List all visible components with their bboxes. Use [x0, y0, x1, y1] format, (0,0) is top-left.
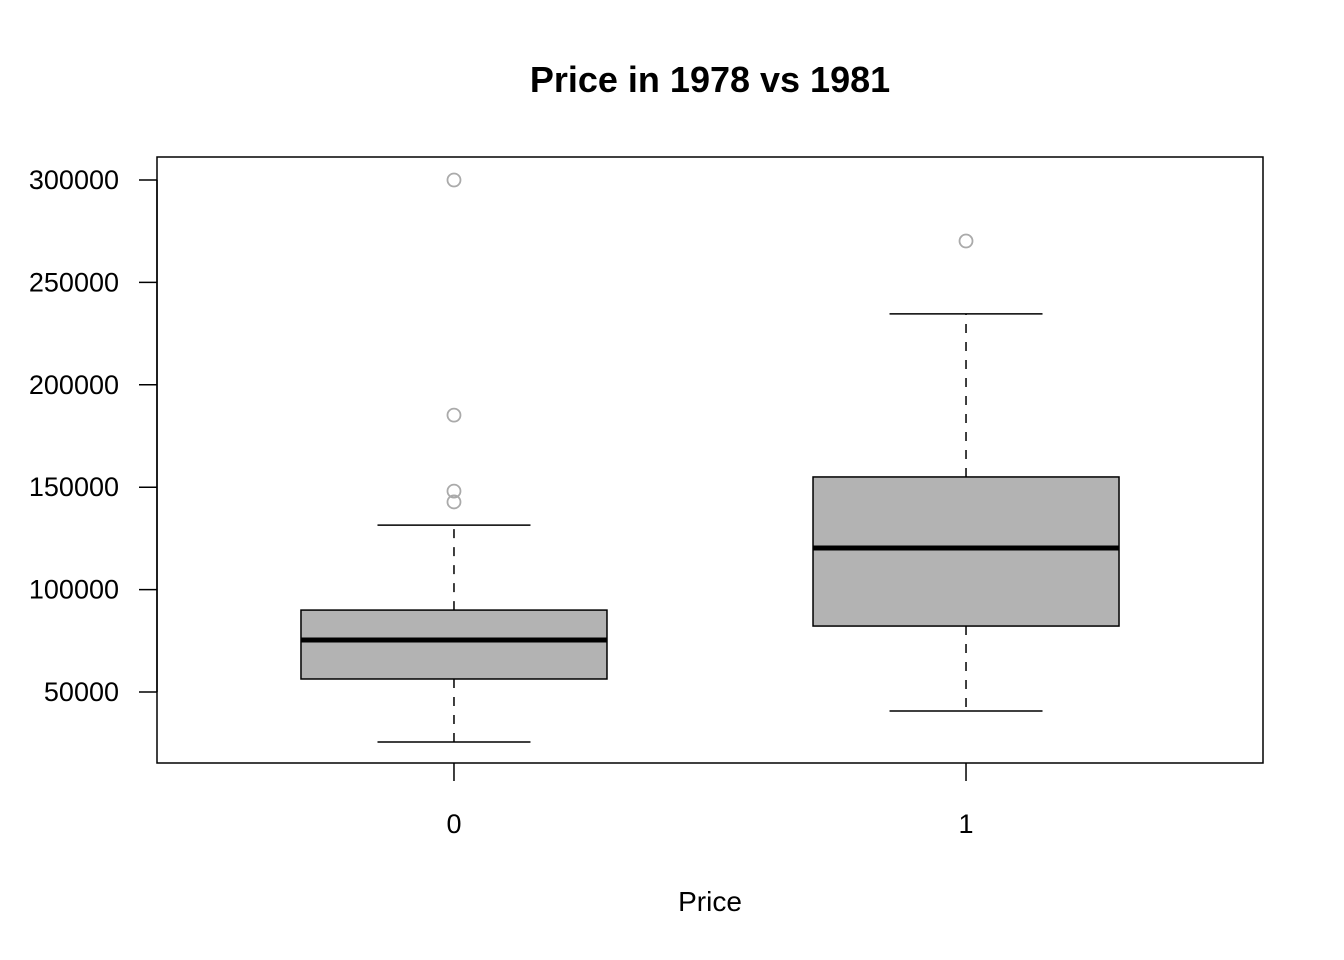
x-tick-label: 1 — [959, 809, 974, 839]
outlier-point — [958, 233, 974, 249]
y-tick-label: 200000 — [29, 370, 119, 400]
y-tick-label: 250000 — [29, 267, 119, 297]
iqr-box — [300, 609, 608, 680]
outlier-point — [446, 172, 462, 188]
chart-title: Price in 1978 vs 1981 — [530, 59, 890, 100]
y-tick-label: 50000 — [44, 677, 119, 707]
y-tick-label: 150000 — [29, 472, 119, 502]
iqr-box — [812, 476, 1120, 627]
x-axis-label: Price — [678, 886, 742, 917]
y-tick-label: 300000 — [29, 165, 119, 195]
outlier-point — [446, 483, 462, 499]
outlier-point — [446, 494, 462, 510]
y-tick-label: 100000 — [29, 575, 119, 605]
x-tick-label: 0 — [446, 809, 461, 839]
outlier-point — [446, 407, 462, 423]
